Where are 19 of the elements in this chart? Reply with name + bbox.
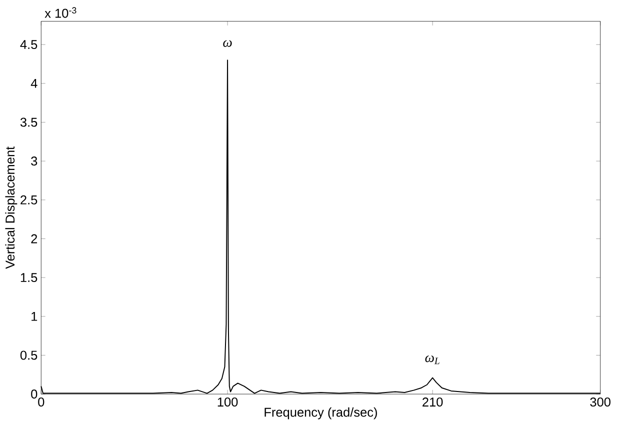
y-tick-label: 2 [31,234,38,244]
y-tick-label: 0 [31,390,38,399]
x-tick-label: 100 [218,398,238,407]
y-tick-label: 3 [31,156,38,166]
y-tick-label: 1.5 [20,273,38,282]
y-tick-label: 0.5 [20,350,38,360]
x-tick-label: 0 [38,398,44,407]
annotation: ω [223,40,232,48]
text: x 10$^{-3}$ [44,7,76,18]
y-tick-label: 4 [30,79,38,88]
y-axis-title: Vertical Displacement [5,146,18,270]
x-tick-label: 210 [422,398,443,407]
y-tick-label: 1 [32,312,38,322]
y-tick-label: 4.5 [20,40,38,50]
y-tick-label: 3.5 [20,118,38,127]
y-tick-label: 2.5 [20,196,38,205]
x-axis-title: Frequency (rad/sec) [264,408,377,420]
annotation: ω$_{L}$ [425,356,440,364]
x-tick-label: 300 [590,398,610,407]
